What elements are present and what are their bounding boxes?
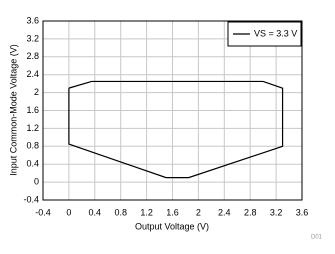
- y-tick-label: 0: [34, 176, 39, 186]
- y-tick-label: 0.4: [26, 159, 39, 169]
- x-tick-label: 1.2: [140, 207, 153, 217]
- x-tick-label: 0: [66, 207, 71, 217]
- y-tick-label: 3.2: [26, 33, 39, 43]
- y-tick-label: 2: [34, 87, 39, 97]
- y-axis-label: Input Common-Mode Voltage (V): [8, 44, 18, 176]
- y-tick-label: 2.4: [26, 69, 39, 79]
- y-tick-label: 0.8: [26, 141, 39, 151]
- y-tick-label: 3.6: [26, 15, 39, 25]
- x-tick-label: 0.4: [89, 207, 102, 217]
- y-tick-label: 1.2: [26, 123, 39, 133]
- x-tick-label: 3.2: [270, 207, 283, 217]
- x-axis-label: Output Voltage (V): [135, 221, 209, 231]
- x-tick-label: 2.4: [218, 207, 231, 217]
- y-tick-label: 2.8: [26, 51, 39, 61]
- figure-id: D01: [311, 235, 323, 241]
- legend-label: VS = 3.3 V: [254, 28, 297, 38]
- x-tick-label: 1.6: [166, 207, 179, 217]
- x-tick-label: 2: [196, 207, 201, 217]
- x-tick-label: -0.4: [35, 207, 51, 217]
- y-tick-label: 1.6: [26, 105, 39, 115]
- x-tick-label: 2.8: [244, 207, 257, 217]
- y-tick-label: -0.4: [23, 194, 39, 204]
- plot-frame: [42, 20, 303, 201]
- data-line: [68, 80, 284, 179]
- x-tick-label: 3.6: [296, 207, 309, 217]
- x-tick-label: 0.8: [114, 207, 127, 217]
